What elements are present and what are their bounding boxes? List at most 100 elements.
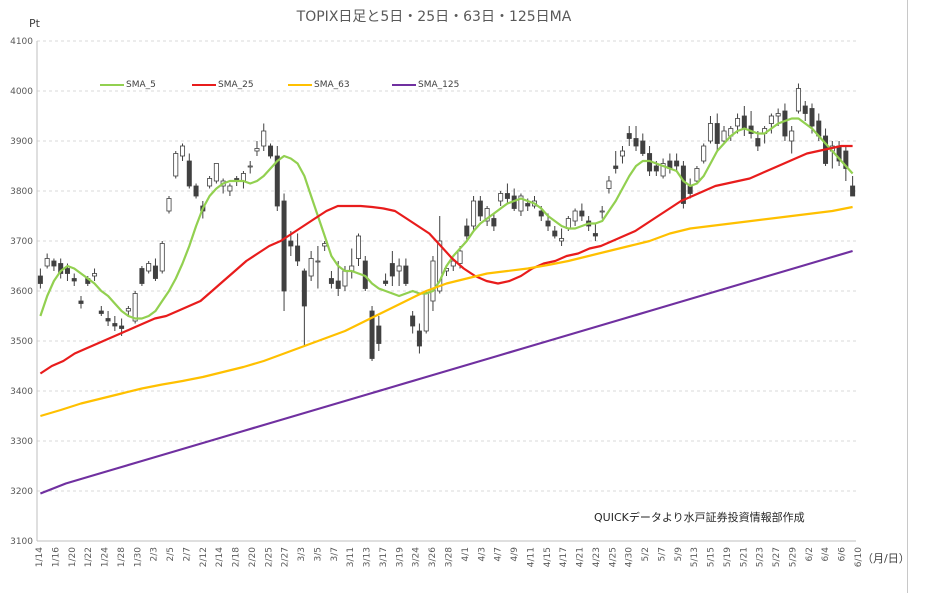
candle-body-down bbox=[491, 218, 497, 227]
candle-body-down bbox=[592, 233, 598, 237]
x-tick-label: 4/21 bbox=[576, 547, 586, 567]
candle-body-up bbox=[159, 243, 165, 272]
candle-body-up bbox=[247, 165, 253, 168]
gridlines bbox=[36, 40, 856, 542]
candle-body-up bbox=[694, 168, 700, 182]
candle-body-down bbox=[389, 263, 395, 277]
x-tick-label: 2/14 bbox=[215, 547, 225, 567]
x-tick-label: 3/3 bbox=[297, 547, 307, 561]
candle-body-up bbox=[180, 145, 186, 157]
candle-body-down bbox=[193, 185, 199, 197]
x-tick-label: 4/7 bbox=[494, 547, 504, 561]
x-tick-label: 5/2 bbox=[641, 547, 651, 561]
x-tick-label: 4/1 bbox=[461, 547, 471, 561]
candle-body-down bbox=[525, 203, 531, 207]
x-tick-label: 1/14 bbox=[35, 547, 45, 567]
candle-body-down bbox=[78, 300, 84, 304]
candle-body-up bbox=[308, 258, 314, 277]
y-tick-label: 3400 bbox=[10, 387, 33, 397]
candle-body-up bbox=[721, 130, 727, 142]
x-tick-label: 4/25 bbox=[608, 547, 618, 567]
x-tick-label: 5/13 bbox=[690, 547, 700, 567]
source-credit: QUICKデータより水戸証券投資情報部作成 bbox=[594, 511, 805, 524]
candle-body-down bbox=[98, 310, 104, 314]
candle-body-up bbox=[606, 180, 612, 189]
candle-body-down bbox=[186, 160, 192, 187]
candle-body-down bbox=[37, 275, 43, 284]
x-tick-label: 3/5 bbox=[313, 547, 323, 561]
legend-label: SMA_5 bbox=[126, 80, 156, 90]
x-tick-label: 4/11 bbox=[526, 547, 536, 567]
candle-body-down bbox=[335, 280, 341, 289]
candle-body-down bbox=[295, 245, 301, 262]
candle-body-down bbox=[653, 165, 659, 172]
candle-body-up bbox=[707, 123, 713, 142]
x-axis-ticks: 1/14 1/16 1/20 1/22 1/24 1/28 1/30 2/3 2/5 2/7 2/1… bbox=[35, 547, 864, 567]
x-tick-label: 5/23 bbox=[756, 547, 766, 567]
candle-body-up bbox=[660, 163, 666, 177]
x-tick-label: 3/19 bbox=[395, 547, 405, 567]
x-tick-label: 2/27 bbox=[281, 547, 291, 567]
candle-body-down bbox=[369, 310, 375, 359]
x-tick-label: 4/3 bbox=[477, 547, 487, 561]
x-tick-label: 6/2 bbox=[805, 547, 815, 561]
legend-label: SMA_125 bbox=[418, 80, 460, 90]
candle-body-down bbox=[376, 325, 382, 344]
x-tick-label: 6/10 bbox=[854, 547, 864, 567]
candle-body-down bbox=[281, 200, 287, 292]
candle-body-down bbox=[626, 133, 632, 139]
candle-body-down bbox=[680, 165, 686, 204]
candle-body-up bbox=[701, 145, 707, 162]
candle-body-down bbox=[674, 160, 680, 167]
series-line-sma125 bbox=[39, 249, 853, 495]
x-tick-label: 3/11 bbox=[346, 547, 356, 567]
candle-body-up bbox=[322, 243, 328, 247]
candle-body-down bbox=[552, 230, 558, 237]
y-tick-label: 4100 bbox=[10, 37, 33, 47]
candle-body-up bbox=[498, 193, 504, 202]
candle-body-up bbox=[166, 198, 172, 212]
candle-body-down bbox=[105, 318, 111, 322]
candle-body-up bbox=[254, 148, 260, 152]
candle-body-down bbox=[139, 268, 145, 284]
legend-swatch bbox=[192, 84, 216, 86]
candle-body-up bbox=[261, 130, 267, 147]
candle-body-up bbox=[173, 153, 179, 177]
candle-body-up bbox=[437, 240, 443, 292]
candle-body-down bbox=[288, 240, 294, 247]
candle-body-down bbox=[504, 193, 510, 199]
x-tick-label: 3/28 bbox=[445, 547, 455, 567]
series-line-sma5 bbox=[39, 117, 854, 320]
x-tick-label: 5/19 bbox=[723, 547, 733, 567]
candle-body-up bbox=[599, 210, 605, 213]
window-edge-divider bbox=[907, 0, 908, 593]
candle-body-up bbox=[768, 115, 774, 124]
candle-body-down bbox=[410, 315, 416, 327]
candle-body-up bbox=[518, 195, 524, 212]
candle-body-up bbox=[789, 130, 795, 142]
candle-body-up bbox=[484, 208, 490, 222]
x-tick-label: 1/22 bbox=[84, 547, 94, 567]
candle-body-up bbox=[396, 265, 402, 272]
x-tick-label: 4/17 bbox=[559, 547, 569, 567]
candle-body-up bbox=[227, 185, 233, 192]
x-tick-label: 2/18 bbox=[232, 547, 242, 567]
x-tick-label: 1/20 bbox=[68, 547, 78, 567]
x-tick-label: 5/15 bbox=[707, 547, 717, 567]
x-tick-label: 3/24 bbox=[412, 547, 422, 567]
legend-swatch bbox=[392, 84, 416, 86]
series-line-sma63 bbox=[40, 205, 853, 418]
candle-body-down bbox=[301, 270, 307, 307]
moving-average-lines bbox=[39, 117, 854, 495]
candle-body-up bbox=[342, 270, 348, 287]
y-unit-label: Pt bbox=[29, 17, 40, 30]
legend-swatch bbox=[100, 84, 124, 86]
candle-body-down bbox=[850, 185, 856, 197]
candle-body-down bbox=[843, 150, 849, 169]
candle-body-down bbox=[809, 108, 815, 127]
candle-body-down bbox=[613, 165, 619, 169]
candle-body-up bbox=[775, 113, 781, 117]
candle-body-up bbox=[795, 88, 801, 112]
x-tick-label: 4/15 bbox=[543, 547, 553, 567]
candle-body-down bbox=[633, 138, 639, 147]
